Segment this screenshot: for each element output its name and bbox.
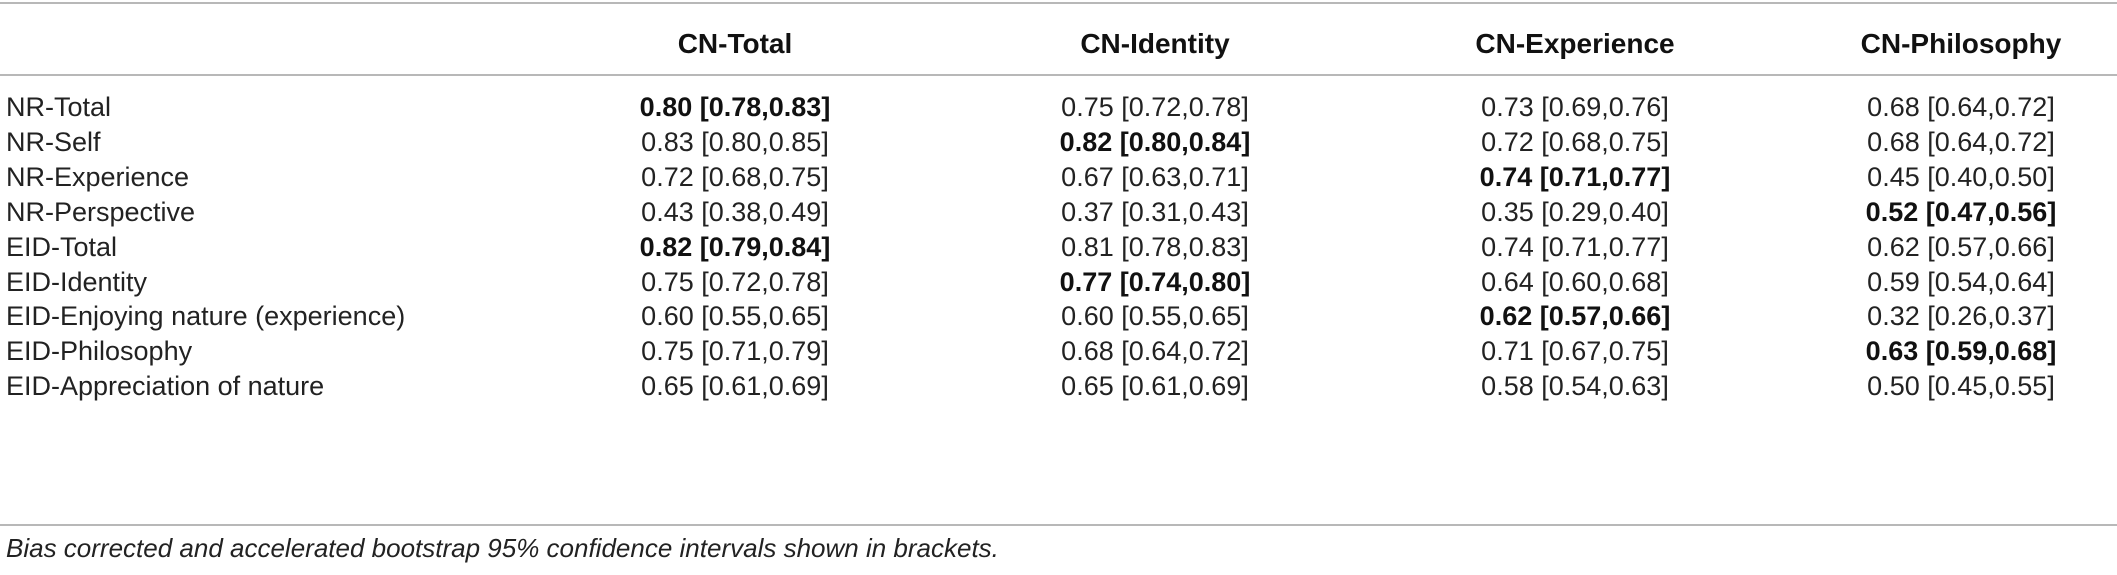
table-cell: 0.43 [0.38,0.49] — [641, 196, 829, 227]
table-footnote: Bias corrected and accelerated bootstrap… — [6, 533, 999, 563]
table-cell: 0.50 [0.45,0.55] — [1867, 371, 2055, 402]
table-cell: 0.75 [0.72,0.78] — [1061, 92, 1249, 122]
table-cell: 0.68 [0.64,0.72] — [1061, 336, 1249, 367]
table-cell: 0.72 [0.68,0.75] — [641, 161, 829, 192]
table-row: EID-Identity 0.75 [0.72,0.78] 0.77 [0.74,0… — [0, 259, 2117, 306]
row-label: EID-Total — [6, 231, 118, 262]
table-row: EID-Philosophy 0.75 [0.71,0.79] 0.68 [0.64… — [0, 328, 2117, 375]
table-cell: 0.77 [0.74,0.80] — [1059, 266, 1251, 297]
table-cell: 0.71 [0.67,0.75] — [1481, 336, 1669, 367]
row-label: EID-Enjoying nature (experience) — [6, 301, 406, 332]
table-header-rule — [0, 74, 2117, 76]
table-cell: 0.68 [0.64,0.72] — [1867, 126, 2055, 157]
table-cell: 0.64 [0.60,0.68] — [1481, 266, 1669, 297]
row-label: NR-Total — [6, 92, 112, 122]
table-cell: 0.65 [0.61,0.69] — [1061, 371, 1249, 402]
table-header-row: CN-Total CN-Identity CN-Experience CN-Ph… — [0, 4, 2117, 59]
table-cell: 0.74 [0.71,0.77] — [1481, 231, 1669, 262]
table-cell: 0.58 [0.54,0.63] — [1481, 371, 1669, 402]
table-cell: 0.82 [0.79,0.84] — [639, 231, 831, 262]
table-row: EID-Total 0.82 [0.79,0.84] 0.81 [0.78,0.83… — [0, 224, 2117, 271]
table-row: NR-Total 0.80 [0.78,0.83] 0.75 [0.72,0.78]… — [0, 84, 2117, 131]
table-cell: 0.45 [0.40,0.50] — [1867, 161, 2055, 192]
row-label: NR-Perspective — [6, 196, 196, 227]
table-cell: 0.81 [0.78,0.83] — [1061, 231, 1249, 262]
row-label: EID-Identity — [6, 266, 148, 297]
table-cell: 0.62 [0.57,0.66] — [1479, 301, 1671, 332]
table-cell: 0.52 [0.47,0.56] — [1865, 196, 2057, 227]
table-row: EID-Appreciation of nature 0.65 [0.61,0.6… — [0, 363, 2117, 410]
table-row: NR-Self 0.83 [0.80,0.85] 0.82 [0.80,0.84] 0… — [0, 119, 2117, 166]
column-header-cn-philosophy: CN-Philosophy — [1860, 28, 2062, 59]
table-row: EID-Enjoying nature (experience) 0.60 [0.… — [0, 293, 2117, 340]
table-cell: 0.68 [0.64,0.72] — [1867, 92, 2055, 122]
table-bottom-rule — [0, 524, 2117, 526]
table-cell: 0.62 [0.57,0.66] — [1867, 231, 2055, 262]
table-row: NR-Experience 0.72 [0.68,0.75] 0.67 [0.63,… — [0, 154, 2117, 201]
table-cell: 0.59 [0.54,0.64] — [1867, 266, 2055, 297]
row-label: NR-Self — [6, 126, 101, 157]
table-cell: 0.75 [0.71,0.79] — [641, 336, 829, 367]
row-label: NR-Experience — [6, 161, 190, 192]
table-cell: 0.32 [0.26,0.37] — [1867, 301, 2055, 332]
table-cell: 0.82 [0.80,0.84] — [1059, 126, 1251, 157]
column-header-cn-experience: CN-Experience — [1475, 28, 1675, 59]
table-row: NR-Perspective 0.43 [0.38,0.49] 0.37 [0.31… — [0, 189, 2117, 236]
table-cell: 0.80 [0.78,0.83] — [639, 92, 831, 122]
table-cell: 0.67 [0.63,0.71] — [1061, 161, 1249, 192]
row-label: EID-Appreciation of nature — [6, 371, 325, 402]
table-cell: 0.35 [0.29,0.40] — [1481, 196, 1669, 227]
row-label: EID-Philosophy — [6, 336, 193, 367]
table-cell: 0.65 [0.61,0.69] — [641, 371, 829, 402]
table-cell: 0.73 [0.69,0.76] — [1481, 92, 1669, 122]
table-cell: 0.72 [0.68,0.75] — [1481, 126, 1669, 157]
table-top-rule — [0, 2, 2117, 4]
table-cell: 0.83 [0.80,0.85] — [641, 126, 829, 157]
table-cell: 0.75 [0.72,0.78] — [641, 266, 829, 297]
table-cell: 0.60 [0.55,0.65] — [1061, 301, 1249, 332]
table-cell: 0.74 [0.71,0.77] — [1479, 161, 1671, 192]
column-header-cn-total: CN-Total — [677, 28, 793, 59]
column-header-cn-identity: CN-Identity — [1080, 28, 1230, 59]
table-cell: 0.37 [0.31,0.43] — [1061, 196, 1249, 227]
table-cell: 0.63 [0.59,0.68] — [1865, 336, 2057, 367]
table-cell: 0.60 [0.55,0.65] — [641, 301, 829, 332]
